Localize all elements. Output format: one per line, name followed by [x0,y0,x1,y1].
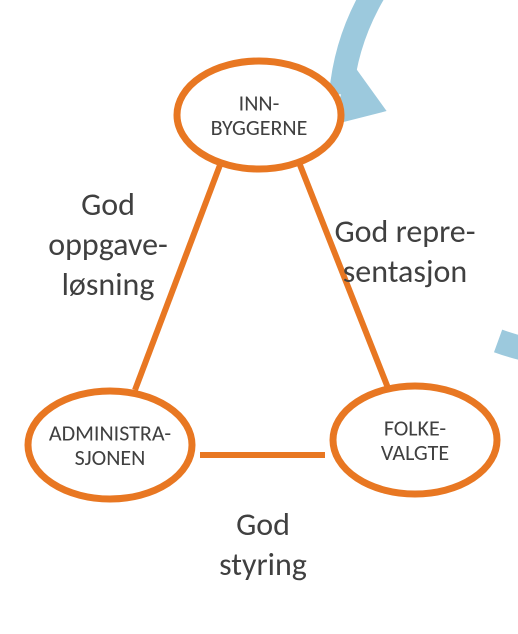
label-god-representasjon: God repre-sentasjon [334,212,475,291]
outer-circle-arrow [341,0,518,355]
label-god-styring: Godstyring [219,505,307,584]
node-folkevalgte-label: FOLKE-VALGTE [381,415,449,466]
label-god-oppgavelosning: Godoppgave-løsning [48,185,168,304]
